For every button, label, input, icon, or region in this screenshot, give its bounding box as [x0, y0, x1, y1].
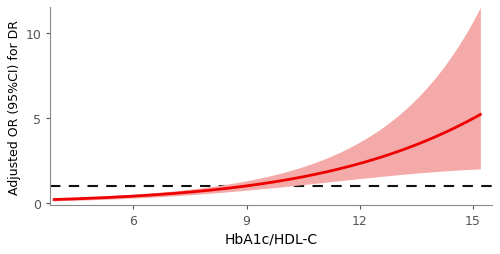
X-axis label: HbA1c/HDL-C: HbA1c/HDL-C	[224, 232, 318, 246]
Y-axis label: Adjusted OR (95%CI) for DR: Adjusted OR (95%CI) for DR	[8, 20, 22, 194]
